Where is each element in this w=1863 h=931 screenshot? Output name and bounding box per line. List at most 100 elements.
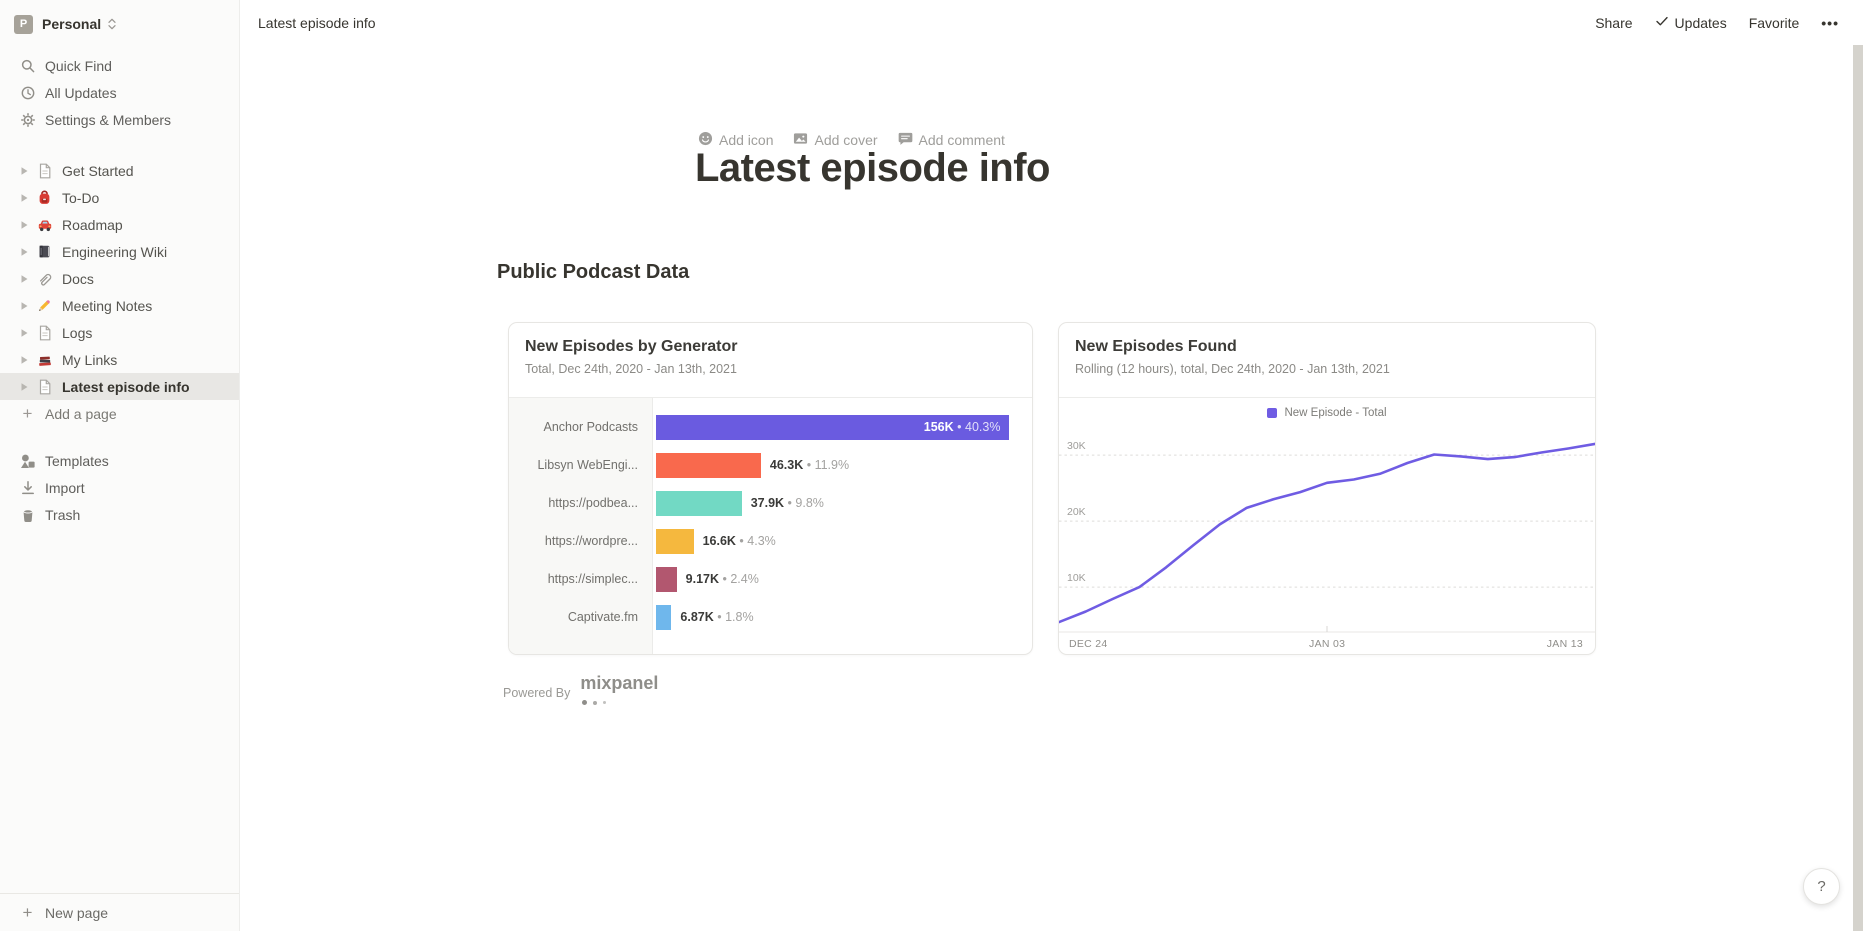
import-icon xyxy=(19,480,36,496)
sidebar-page-meeting-notes[interactable]: Meeting Notes xyxy=(0,292,239,319)
expand-toggle-icon[interactable] xyxy=(17,193,32,203)
workspace-switcher[interactable]: P Personal xyxy=(0,10,239,38)
legend-label: New Episode - Total xyxy=(1284,407,1387,419)
expand-toggle-icon[interactable] xyxy=(17,166,32,176)
bar-https-wordpre[interactable] xyxy=(656,528,694,554)
add-cover-button[interactable]: Add cover xyxy=(793,131,878,149)
check-icon xyxy=(1655,14,1669,31)
bar-value-label: 46.3K • 11.9% xyxy=(769,458,850,472)
y-tick-10k: 10K xyxy=(1067,572,1086,584)
favorite-button[interactable]: Favorite xyxy=(1748,14,1800,31)
sidebar-tools: Templates Import Trash xyxy=(0,447,239,528)
add-icon-button[interactable]: Add icon xyxy=(698,131,773,149)
add-comment-button[interactable]: Add comment xyxy=(898,131,1005,149)
sidebar-page-label: Latest episode info xyxy=(62,378,190,395)
line-chart-svg[interactable] xyxy=(1059,424,1595,636)
sidebar-item-trash[interactable]: Trash xyxy=(0,501,239,528)
bar-category-label: Captivate.fm xyxy=(567,610,638,624)
sidebar-page-docs[interactable]: Docs xyxy=(0,265,239,292)
expand-toggle-icon[interactable] xyxy=(17,355,32,365)
sidebar-item-label: All Updates xyxy=(45,84,117,101)
new-page-button[interactable]: + New page xyxy=(0,893,239,931)
bar-category-label: Libsyn WebEngi... xyxy=(537,458,638,472)
sidebar-page-my-links[interactable]: My Links xyxy=(0,346,239,373)
bar-anchor-podcasts[interactable]: 156K • 40.3% xyxy=(656,414,1010,440)
bar-row: 6.87K • 1.8% xyxy=(653,598,1032,636)
sidebar-nav: Quick Find All Updates Settings & Members xyxy=(0,52,239,133)
page-icon xyxy=(35,163,54,179)
sidebar-page-latest-episode-info[interactable]: Latest episode info xyxy=(0,373,239,400)
templates-icon xyxy=(19,453,36,469)
image-icon xyxy=(793,131,808,149)
sidebar-page-label: My Links xyxy=(62,351,118,368)
expand-toggle-icon[interactable] xyxy=(17,247,32,257)
paperclip-icon xyxy=(35,271,54,287)
sidebar-item-label: Templates xyxy=(45,452,109,469)
page-decorations-row: Add icon Add cover Add comment xyxy=(698,131,1005,149)
page-title[interactable]: Latest episode info xyxy=(695,146,1051,190)
bar-chart-subtitle: Total, Dec 24th, 2020 - Jan 13th, 2021 xyxy=(525,362,737,376)
x-axis-labels: DEC 24 JAN 03 JAN 13 xyxy=(1059,636,1595,650)
main-area: Latest episode info Share Updates Favori… xyxy=(240,0,1863,931)
trash-icon xyxy=(19,507,36,523)
help-button[interactable]: ? xyxy=(1803,868,1840,905)
bar-value-label: 16.6K • 4.3% xyxy=(702,534,776,548)
bar-category-label: https://wordpre... xyxy=(544,534,638,548)
sidebar-item-quick-find[interactable]: Quick Find xyxy=(0,52,239,79)
sidebar-page-label: Roadmap xyxy=(62,216,123,233)
expand-toggle-icon[interactable] xyxy=(17,328,32,338)
pencil-icon xyxy=(35,298,54,313)
updates-label: Updates xyxy=(1674,14,1727,31)
add-a-page-button[interactable]: + Add a page xyxy=(0,400,239,427)
x-tick-end: JAN 13 xyxy=(1546,638,1583,650)
sidebar-page-label: Get Started xyxy=(62,162,134,179)
sidebar-page-get-started[interactable]: Get Started xyxy=(0,157,239,184)
bar-row: 37.9K • 9.8% xyxy=(653,484,1032,522)
sidebar-page-label: Docs xyxy=(62,270,94,287)
expand-toggle-icon[interactable] xyxy=(17,274,32,284)
bar-value-label: 156K • 40.3% xyxy=(923,420,1001,434)
bar-chart-card: New Episodes by Generator Total, Dec 24t… xyxy=(508,322,1033,655)
sidebar-page-label: Meeting Notes xyxy=(62,297,153,314)
bar-libsyn-webengi[interactable] xyxy=(656,452,761,478)
expand-toggle-icon[interactable] xyxy=(17,301,32,311)
breadcrumb[interactable]: Latest episode info xyxy=(258,14,376,31)
add-icon-label: Add icon xyxy=(719,132,774,148)
sidebar-item-label: Import xyxy=(45,479,85,496)
bar-https-podbea[interactable] xyxy=(656,490,742,516)
add-cover-label: Add cover xyxy=(814,132,878,148)
sidebar-item-all-updates[interactable]: All Updates xyxy=(0,79,239,106)
more-options-button[interactable]: ••• xyxy=(1821,14,1839,31)
vertical-scrollbar[interactable] xyxy=(1853,45,1863,931)
line-chart-header: New Episodes Found Rolling (12 hours), t… xyxy=(1059,323,1595,398)
notebook-icon xyxy=(35,244,54,259)
sidebar-item-templates[interactable]: Templates xyxy=(0,447,239,474)
embed-cards-row: New Episodes by Generator Total, Dec 24t… xyxy=(508,322,1596,655)
updates-button[interactable]: Updates xyxy=(1655,14,1727,31)
x-tick-middle: JAN 03 xyxy=(1309,638,1346,650)
sidebar-page-to-do[interactable]: To-Do xyxy=(0,184,239,211)
search-icon xyxy=(19,58,36,74)
sidebar-item-settings-members[interactable]: Settings & Members xyxy=(0,106,239,133)
bar-category-labels: Anchor Podcasts Libsyn WebEngi... https://… xyxy=(509,398,653,654)
sidebar-item-import[interactable]: Import xyxy=(0,474,239,501)
bar-captivate-fm[interactable] xyxy=(656,604,672,630)
sidebar-page-roadmap[interactable]: Roadmap xyxy=(0,211,239,238)
sidebar-page-engineering-wiki[interactable]: Engineering Wiki xyxy=(0,238,239,265)
clock-icon xyxy=(19,85,36,101)
bar-https-simplec[interactable] xyxy=(656,566,677,592)
share-button[interactable]: Share xyxy=(1595,14,1633,31)
mixpanel-logo[interactable]: mixpanel xyxy=(580,673,658,705)
bar-chart-title: New Episodes by Generator xyxy=(525,338,738,355)
topbar-actions: Share Updates Favorite ••• xyxy=(1595,14,1839,31)
bar-category-label: https://podbea... xyxy=(548,496,638,510)
sidebar-page-logs[interactable]: Logs xyxy=(0,319,239,346)
mixpanel-logo-dots xyxy=(582,700,607,705)
expand-toggle-icon[interactable] xyxy=(17,382,32,392)
line-chart-title: New Episodes Found xyxy=(1075,338,1237,355)
section-heading[interactable]: Public Podcast Data xyxy=(497,261,690,283)
smiley-icon xyxy=(698,131,713,149)
expand-toggle-icon[interactable] xyxy=(17,220,32,230)
page-icon xyxy=(35,379,54,395)
sidebar-page-tree: Get Started To-Do Roadmap Engineering Wiki D… xyxy=(0,157,239,400)
